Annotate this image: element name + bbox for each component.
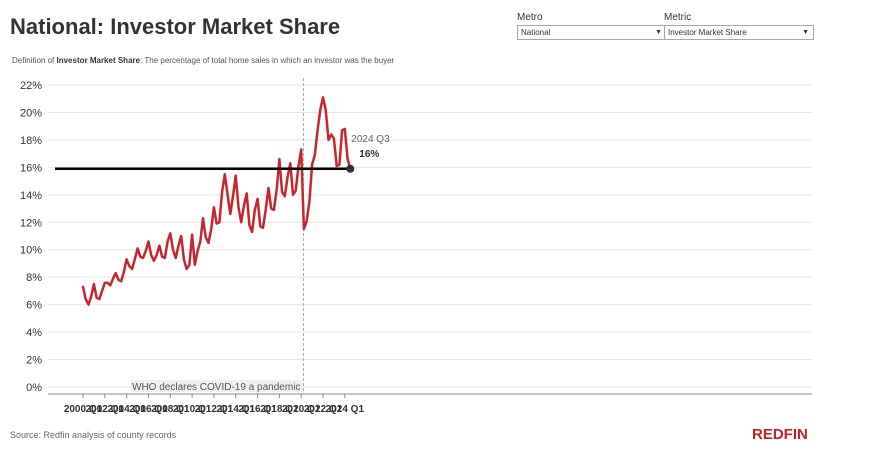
investor-share-line: [81, 96, 352, 306]
y-tick-label: 10%: [20, 245, 42, 257]
x-tick-label: 2008 Q1: [151, 404, 190, 415]
metric-select-value: Investor Market Share: [668, 28, 747, 37]
metro-filter: Metro National ▼: [517, 12, 667, 40]
x-tick-label: 2024 Q1: [326, 404, 365, 415]
x-tick-label: 2000 Q1: [64, 404, 103, 415]
x-tick-label: 2004 Q1: [107, 404, 146, 415]
metro-select[interactable]: National ▼: [517, 25, 667, 40]
y-tick-label: 16%: [20, 162, 42, 174]
definition-term: Investor Market Share: [56, 56, 141, 65]
metric-filter-label: Metric: [664, 12, 692, 23]
latest-point-marker: [346, 164, 355, 173]
chevron-down-icon[interactable]: ▼: [655, 29, 662, 36]
x-tick-label: 2012 Q1: [195, 404, 234, 415]
metro-filter-label: Metro: [517, 12, 543, 23]
x-tick-label: 2010 Q1: [173, 404, 212, 415]
x-tick-label: 2006 Q1: [129, 404, 168, 415]
y-tick-label: 8%: [26, 272, 42, 284]
chevron-down-icon[interactable]: ▼: [802, 29, 809, 36]
y-tick-label: 6%: [26, 300, 42, 312]
metric-definition: Definition of Investor Market Share: The…: [12, 56, 394, 65]
y-tick-label: 0%: [26, 382, 42, 394]
y-tick-label: 18%: [20, 135, 42, 147]
y-tick-label: 12%: [20, 217, 42, 229]
x-tick-label: 2020 Q1: [282, 404, 321, 415]
page-title: National: Investor Market Share: [10, 14, 341, 39]
y-tick-label: 2%: [26, 355, 42, 367]
metro-select-value: National: [521, 28, 551, 37]
annotation-value: 16%: [359, 149, 379, 160]
covid-label-background: [130, 380, 303, 392]
redfin-logo: REDFIN: [752, 426, 808, 443]
metric-select[interactable]: Investor Market Share ▼: [664, 25, 814, 40]
y-tick-label: 4%: [26, 327, 42, 339]
x-tick-label: 2002 Q1: [86, 404, 125, 415]
covid-marker-label: WHO declares COVID-19 a pandemic: [132, 382, 300, 393]
x-tick-label: 2022 Q1: [304, 404, 343, 415]
definition-text: : The percentage of total home sales in …: [140, 56, 395, 65]
annotation-period: 2024 Q3: [351, 134, 390, 145]
y-tick-label: 22%: [20, 80, 42, 92]
x-tick-label: 2016 Q1: [238, 404, 277, 415]
x-tick-label: 2014 Q1: [217, 404, 256, 415]
y-tick-label: 14%: [20, 190, 42, 202]
x-tick-label: 2018 Q1: [260, 404, 299, 415]
definition-label: Definition of: [12, 56, 55, 65]
y-tick-label: 20%: [20, 107, 42, 119]
source-note: Source: Redfin analysis of county record…: [10, 430, 177, 440]
metric-filter: Metric Investor Market Share ▼: [664, 12, 814, 40]
